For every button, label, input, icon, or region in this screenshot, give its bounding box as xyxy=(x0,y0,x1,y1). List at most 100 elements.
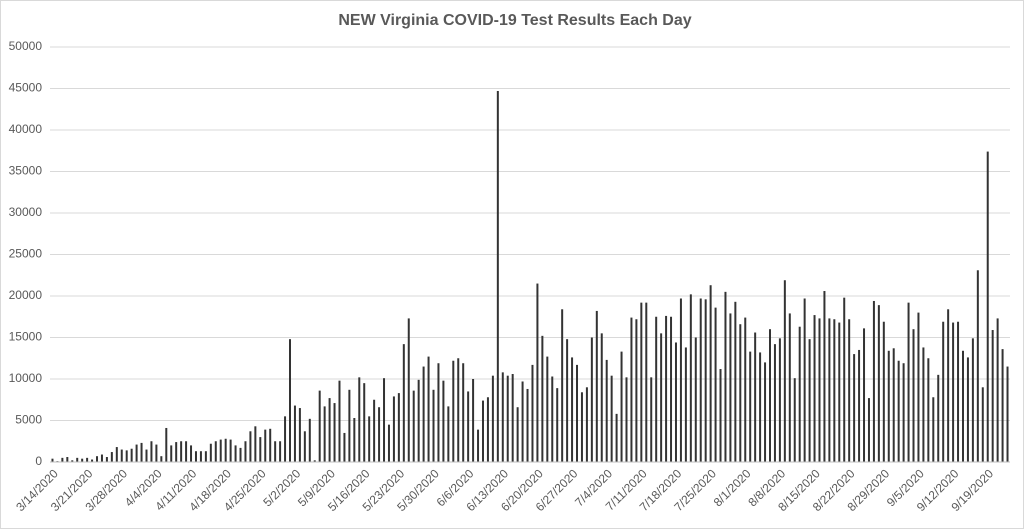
bar xyxy=(194,451,197,462)
bar xyxy=(447,406,450,462)
bar xyxy=(665,315,668,462)
y-tick-label: 50000 xyxy=(9,39,43,53)
bar xyxy=(180,441,183,462)
bar xyxy=(729,313,732,462)
bar xyxy=(81,458,84,462)
bar xyxy=(971,338,974,462)
bar xyxy=(150,441,153,462)
bar xyxy=(392,396,395,462)
bar xyxy=(986,151,989,462)
bar xyxy=(378,407,381,462)
bar xyxy=(61,457,64,462)
bar xyxy=(412,390,415,462)
bar xyxy=(486,397,489,462)
bar xyxy=(684,347,687,462)
bar xyxy=(892,348,895,462)
bar xyxy=(778,338,781,462)
bar xyxy=(694,337,697,462)
bar xyxy=(289,339,291,462)
bar xyxy=(754,332,757,462)
bar xyxy=(620,351,623,462)
bar xyxy=(541,335,544,462)
bar xyxy=(496,90,499,463)
bar xyxy=(897,360,900,462)
bar xyxy=(981,387,984,462)
bar xyxy=(298,408,301,462)
bar xyxy=(976,270,979,462)
y-tick-label: 30000 xyxy=(9,205,43,219)
bar xyxy=(932,397,935,462)
bar xyxy=(699,298,702,462)
bar xyxy=(635,319,638,462)
bar xyxy=(630,317,633,462)
bar xyxy=(580,392,583,462)
bar xyxy=(853,354,856,462)
bar xyxy=(813,315,816,462)
y-tick-label: 35000 xyxy=(9,164,43,178)
y-tick-label: 15000 xyxy=(9,330,43,344)
bar xyxy=(783,280,786,462)
bar xyxy=(422,366,425,462)
bar xyxy=(343,432,346,462)
bar xyxy=(244,441,247,462)
bar xyxy=(833,319,836,462)
bar xyxy=(477,429,480,462)
bar xyxy=(823,291,826,462)
bar xyxy=(145,449,148,462)
bar xyxy=(843,297,846,462)
bar xyxy=(516,407,519,462)
bar xyxy=(798,326,801,462)
bar xyxy=(264,429,267,462)
bar xyxy=(284,416,287,462)
bar xyxy=(719,369,722,462)
y-tick-label: 20000 xyxy=(9,288,43,302)
bar xyxy=(328,398,331,462)
bar xyxy=(759,352,762,462)
y-tick-label: 45000 xyxy=(9,81,43,95)
bar xyxy=(511,374,514,462)
bar xyxy=(566,339,569,462)
bar xyxy=(234,445,237,462)
bar xyxy=(318,390,321,462)
bar xyxy=(323,406,326,462)
bar xyxy=(51,458,54,462)
bar xyxy=(383,378,386,462)
bar xyxy=(556,388,559,462)
bar xyxy=(427,356,430,462)
y-tick-label: 10000 xyxy=(9,371,43,385)
bar xyxy=(140,442,143,462)
bar xyxy=(190,445,193,462)
bar xyxy=(585,387,588,462)
bar xyxy=(96,456,99,462)
bar xyxy=(219,439,222,462)
bar xyxy=(249,431,252,462)
bar xyxy=(912,329,915,462)
bar xyxy=(308,418,311,462)
bar xyxy=(125,450,128,462)
bar xyxy=(724,291,727,462)
bar xyxy=(279,441,282,462)
bar xyxy=(452,360,455,462)
bar xyxy=(640,302,643,462)
bar xyxy=(902,363,905,462)
bar xyxy=(947,309,950,462)
bar xyxy=(120,449,123,462)
bar xyxy=(521,381,524,462)
bar xyxy=(744,317,747,462)
bar xyxy=(679,298,682,462)
bar xyxy=(363,383,366,462)
bar xyxy=(130,448,133,462)
bar xyxy=(704,299,707,462)
bar xyxy=(966,357,969,462)
bar xyxy=(922,347,925,462)
bar xyxy=(472,379,475,462)
bar xyxy=(293,405,296,462)
chart-title: NEW Virginia COVID-19 Test Results Each … xyxy=(338,12,691,29)
bar xyxy=(551,376,554,462)
bar xyxy=(467,391,470,462)
bar xyxy=(199,451,202,462)
bar xyxy=(655,316,658,462)
y-tick-label: 0 xyxy=(35,454,42,468)
bar xyxy=(303,431,306,462)
bar xyxy=(605,359,608,462)
